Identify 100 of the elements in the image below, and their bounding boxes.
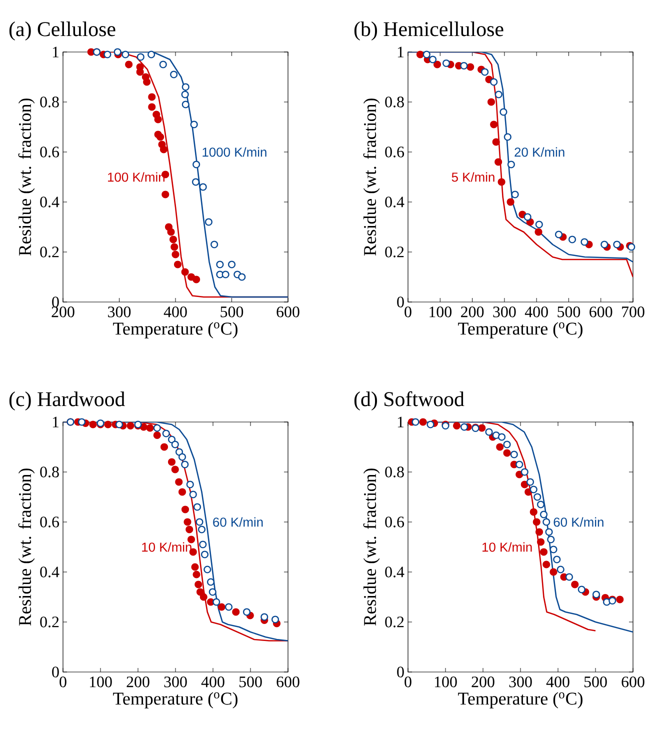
point bbox=[412, 418, 420, 426]
point bbox=[212, 598, 220, 606]
series-label: 100 K/min bbox=[108, 172, 164, 182]
point bbox=[592, 590, 600, 598]
point bbox=[578, 586, 586, 594]
y-tick-label: 0.2 bbox=[385, 246, 404, 258]
point bbox=[503, 449, 511, 457]
point bbox=[498, 433, 506, 441]
point bbox=[550, 568, 558, 576]
x-axis-title: Temperature ($^{o}$C) bbox=[112, 322, 238, 338]
point bbox=[433, 60, 441, 68]
point bbox=[494, 158, 502, 166]
point bbox=[546, 536, 555, 544]
point bbox=[524, 213, 532, 221]
point bbox=[104, 420, 112, 428]
y-tick-label: 0.4 bbox=[385, 566, 404, 578]
x-tick-label: 400 bbox=[201, 676, 224, 688]
x-tick-label: 600 bbox=[622, 676, 644, 688]
point bbox=[542, 518, 550, 526]
point bbox=[154, 116, 162, 124]
point bbox=[507, 160, 515, 168]
x-tick-label: 200 bbox=[472, 676, 494, 688]
point bbox=[552, 556, 561, 564]
point bbox=[534, 228, 542, 236]
x-tick-label: 400 bbox=[524, 306, 548, 318]
point bbox=[200, 550, 208, 558]
point bbox=[192, 570, 200, 578]
point bbox=[565, 573, 573, 581]
point bbox=[554, 230, 562, 238]
point bbox=[545, 528, 553, 536]
x-tick-label: 600 bbox=[589, 306, 612, 318]
point bbox=[174, 478, 183, 486]
point bbox=[492, 138, 500, 146]
point bbox=[530, 508, 538, 516]
point bbox=[162, 430, 170, 438]
point bbox=[169, 236, 177, 244]
point bbox=[506, 198, 514, 206]
point bbox=[147, 50, 155, 58]
x-tick-label: 300 bbox=[509, 676, 532, 688]
y-axis-title: Residue (wt. fraction) bbox=[18, 98, 35, 256]
y-tick-label: 0.4 bbox=[40, 196, 60, 208]
series-label: 1000 K/min bbox=[202, 147, 266, 157]
y-tick-label: 0.2 bbox=[385, 616, 404, 628]
y-tick-label: 0.8 bbox=[40, 96, 59, 108]
y-tick-label: 0.6 bbox=[40, 146, 59, 158]
x-axis-title: Temperature ($^{o}$C) bbox=[458, 322, 582, 338]
point bbox=[126, 422, 134, 430]
point bbox=[490, 78, 498, 86]
point bbox=[199, 183, 207, 191]
x-tick-label: 500 bbox=[220, 306, 243, 318]
point bbox=[616, 596, 624, 604]
point bbox=[171, 440, 179, 448]
y-tick-label: 0.2 bbox=[40, 246, 58, 258]
x-tick-label: 100 bbox=[90, 676, 112, 688]
point bbox=[580, 238, 588, 246]
chart-title: (b) Hemicellulose bbox=[354, 22, 504, 40]
series-label: 5 K/min bbox=[452, 172, 494, 182]
point bbox=[526, 478, 534, 486]
point bbox=[511, 190, 519, 198]
point bbox=[182, 83, 190, 91]
y-tick-label: 0.6 bbox=[385, 146, 404, 158]
point bbox=[198, 540, 207, 548]
y-tick-label: 1 bbox=[52, 46, 58, 58]
x-tick-label: 200 bbox=[52, 306, 74, 318]
y-axis-title: Residue (wt. fraction) bbox=[363, 98, 380, 256]
point bbox=[148, 93, 156, 101]
y-tick-label: 0.8 bbox=[385, 466, 404, 478]
point bbox=[114, 48, 122, 56]
point bbox=[480, 68, 488, 76]
point bbox=[222, 270, 230, 278]
x-tick-label: 500 bbox=[239, 676, 262, 688]
series-label: 20 K/min bbox=[514, 147, 564, 157]
point bbox=[89, 420, 97, 428]
point bbox=[238, 273, 246, 281]
point bbox=[540, 548, 548, 556]
x-tick-label: 0 bbox=[404, 676, 412, 688]
point bbox=[124, 60, 132, 68]
x-tick-label: 0 bbox=[60, 676, 66, 688]
point bbox=[172, 250, 180, 258]
x-tick-label: 400 bbox=[164, 306, 187, 318]
point bbox=[556, 566, 564, 574]
point bbox=[181, 506, 189, 514]
point bbox=[570, 580, 579, 588]
point bbox=[171, 466, 179, 474]
point bbox=[194, 580, 202, 588]
y-tick-label: 1 bbox=[52, 416, 58, 428]
point bbox=[170, 243, 178, 251]
y-tick-label: 0.6 bbox=[385, 516, 404, 528]
point bbox=[208, 588, 216, 596]
point bbox=[104, 50, 112, 58]
x-tick-label: 600 bbox=[276, 306, 300, 318]
x-tick-label: 100 bbox=[434, 676, 457, 688]
point bbox=[515, 460, 524, 468]
point bbox=[156, 133, 164, 141]
point bbox=[191, 563, 199, 571]
point bbox=[200, 593, 208, 601]
y-tick-label: 0 bbox=[52, 296, 59, 308]
x-axis-title: Temperature ($^{o}$C) bbox=[458, 692, 582, 708]
point bbox=[122, 50, 130, 58]
point bbox=[600, 240, 608, 248]
